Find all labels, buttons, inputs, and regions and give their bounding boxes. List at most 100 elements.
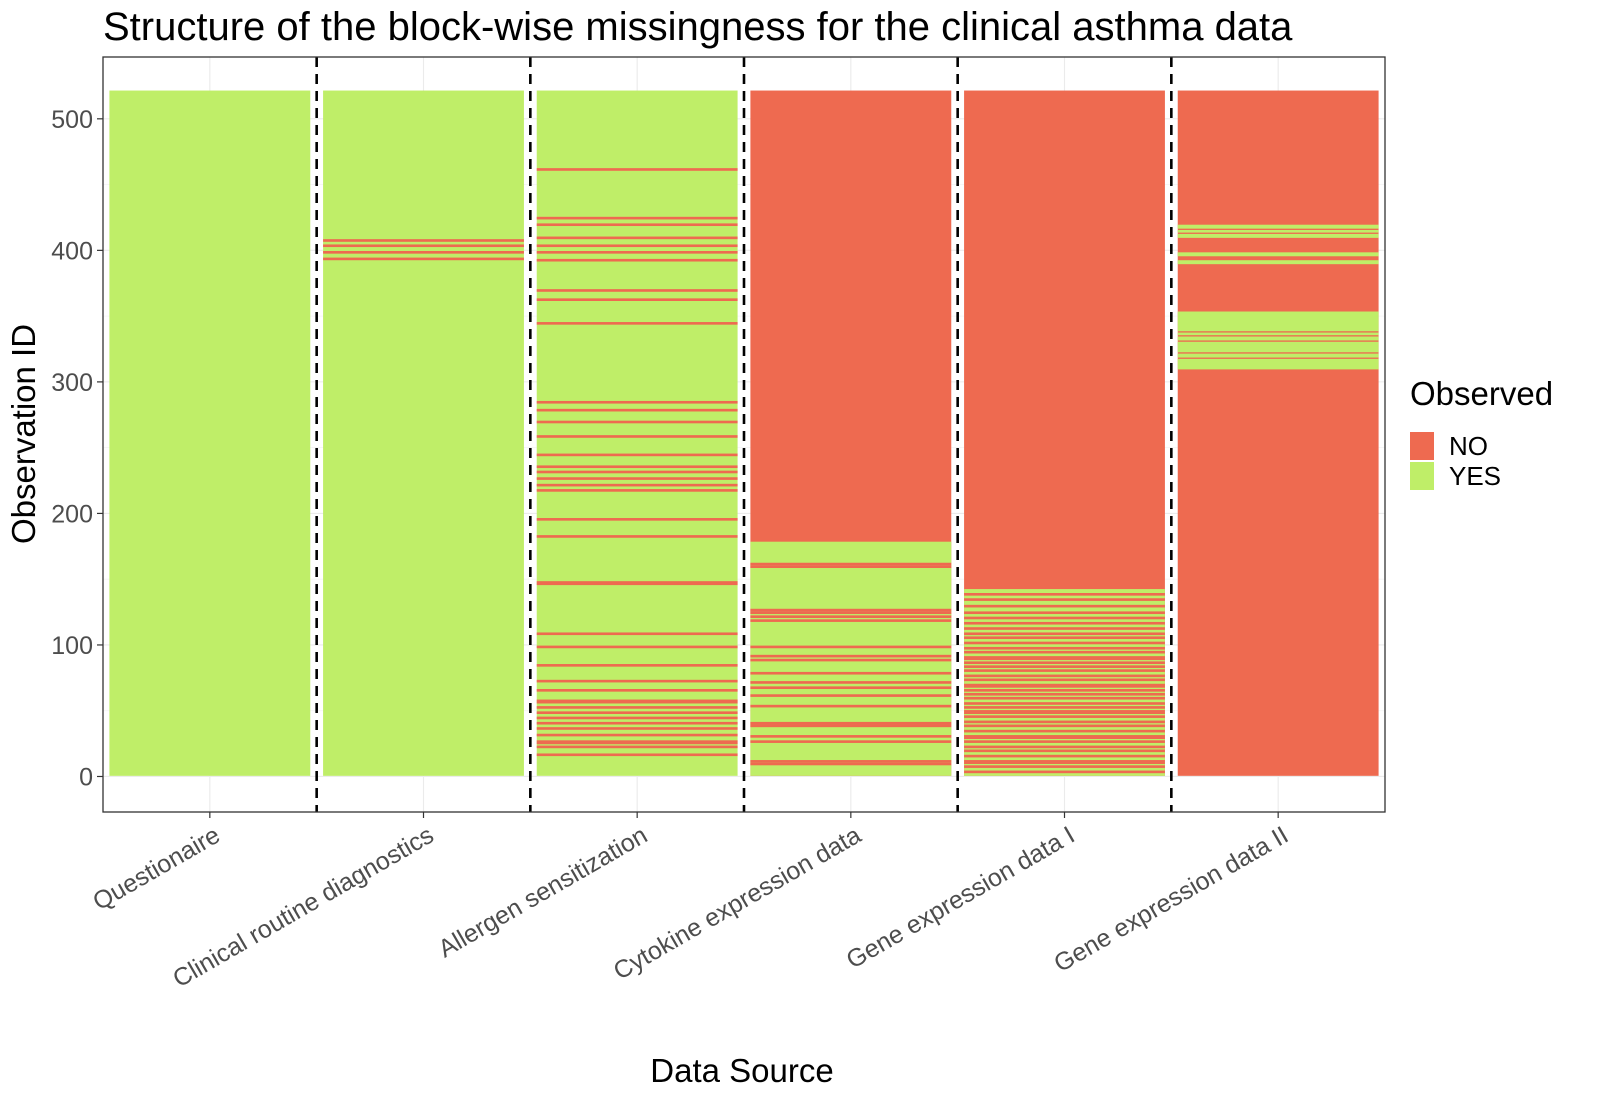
bar-stripe [750,608,952,612]
bar-stripe [964,598,1165,601]
bar-stripe [1177,341,1379,353]
bar-stripe [536,679,738,683]
bar-stripe [536,244,738,248]
bar-stripe [536,727,738,730]
bar-stripe [536,298,738,301]
bar-stripe [964,641,1165,645]
bar-stripe [964,696,1165,700]
bar-stripe [964,611,1165,615]
bar-stripe [750,760,952,763]
bar-stripe [964,724,1165,728]
legend: Observed NO YES [1410,375,1553,491]
bar-stripe [750,645,952,649]
plot-border [102,56,1386,813]
bar-stripe [750,704,952,708]
bar-stripe [1177,233,1379,238]
bar-stripe [964,678,1165,682]
bar-stripe [536,470,738,474]
bar-stripe [536,699,738,704]
bar-stripe [964,740,1165,743]
bar-stripe [536,251,738,254]
bar-stripe [964,754,1165,758]
bar-stripe [1177,336,1379,341]
bar-stripe [964,656,1165,661]
bar-stripe [964,749,1165,753]
y-tick-label: 100 [51,632,93,660]
bar-stripe [536,733,738,737]
bar-stripe [964,636,1165,640]
y-tick-label: 500 [51,106,93,134]
bar-stripe [536,689,738,692]
bar-stripe [536,711,738,715]
chart-title: Structure of the block-wise missingness … [103,5,1293,49]
bar-stripe [536,721,738,725]
bar-stripe [964,692,1165,696]
bar-stripe [536,289,738,292]
bar-stripe [750,762,952,766]
bar-stripe [536,453,738,457]
bar-stripe [536,236,738,240]
bar-stripe [964,715,1165,718]
bar-stripe [964,674,1165,678]
bar-stripe [750,611,952,615]
bar-stripe [536,400,738,404]
bar-stripe [750,681,952,684]
legend-title: Observed [1410,375,1553,412]
y-tick-label: 0 [79,763,93,791]
bar-stripe [1177,332,1379,336]
bar-stripe [536,322,738,325]
bar-stripe [750,671,952,675]
bar-stripe [536,216,738,220]
bar-stripe [536,223,738,227]
bar-stripe [536,258,738,262]
bar-stripe [323,244,524,248]
bar-stripe [964,683,1165,688]
bar-stripe [750,619,952,622]
bar-stripe [964,735,1165,739]
bar-observed-4 [964,589,1165,776]
bar-stripe [536,408,738,412]
bar-stripe [964,745,1165,749]
bar-stripe [964,621,1165,625]
bar-stripe [750,686,952,690]
bar-stripe [1177,311,1379,332]
bar-stripe [536,483,738,487]
bar-stripe [536,420,738,424]
block-separators [315,57,1173,812]
bar-stripe [964,770,1165,774]
bar-stripe [964,604,1165,608]
bar-stripe [964,661,1165,665]
bar-stripe [750,615,952,618]
bar-stripe [750,562,952,566]
bar-stripe [536,518,738,521]
bar-stripe [750,740,952,743]
bar-stripe [964,665,1165,668]
bar-stripe [750,654,952,658]
bar-stripe [323,239,524,242]
bar-stripe [1177,252,1379,257]
bar-stripe [536,645,738,649]
bar-stripe [536,477,738,480]
legend-swatch-yes [1410,462,1434,490]
bar-stripe [1177,224,1379,229]
legend-label-no: NO [1449,431,1488,461]
bar-stripe [964,689,1165,692]
y-axis: 0 100 200 300 400 500 [51,106,103,791]
bar-stripe [323,251,524,254]
x-tick-label: Questionaire [88,821,225,916]
bar-stripe [964,710,1165,715]
x-tick-label: Gene expression data I [842,821,1080,974]
bar-stripe [964,729,1165,733]
y-tick-label: 200 [51,500,93,528]
bar-stripe [536,168,738,171]
x-axis-title: Data Source [650,1052,833,1089]
bar-stripe [964,760,1165,764]
bar-stripe [536,465,738,469]
bar-stripe [750,724,952,728]
x-tick-label: Allergen sensitization [434,821,653,963]
bar-stripe [536,740,738,745]
legend-swatch-no [1410,432,1434,460]
bar-stripe [750,694,952,697]
plot-area [102,56,1386,813]
